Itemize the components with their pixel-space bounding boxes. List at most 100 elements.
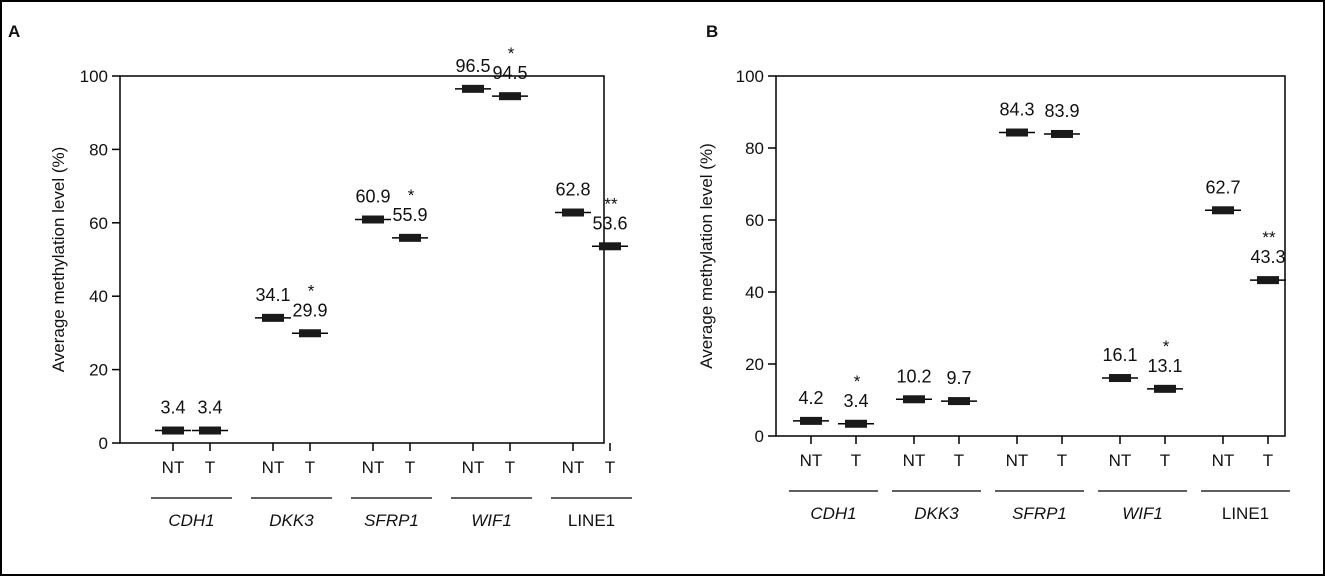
panel-letter: A [8, 22, 20, 41]
box-mark [1212, 206, 1234, 215]
gene-label: LINE1 [568, 511, 615, 530]
significance-marker: * [508, 44, 515, 63]
x-category-label: NT [1006, 451, 1029, 470]
y-tick-label: 80 [745, 139, 764, 158]
panel-a: A 0 20 40 60 80 100 Average methylation level (… [8, 22, 632, 530]
y-tick-label: 100 [736, 67, 764, 86]
x-category-label: NT [562, 458, 585, 477]
box-mark [462, 84, 484, 93]
value-label: 34.1 [255, 285, 290, 305]
y-axis-label: Average methylation level (%) [697, 143, 716, 369]
value-label: 62.7 [1205, 177, 1240, 197]
box-mark [1154, 384, 1176, 393]
y-tick-label: 40 [745, 283, 764, 302]
value-label: 4.2 [798, 388, 823, 408]
x-category-label: NT [162, 458, 185, 477]
gene-label: WIF1 [1122, 504, 1163, 523]
value-label: 3.4 [197, 398, 222, 418]
value-label: 62.8 [555, 180, 590, 200]
x-category-label: T [1057, 451, 1067, 470]
box-mark [948, 397, 970, 406]
box-mark [1109, 374, 1131, 383]
box-mark [845, 419, 867, 428]
box-mark [1006, 128, 1028, 137]
x-category-label: NT [262, 458, 285, 477]
gene-label: CDH1 [810, 504, 856, 523]
x-category-label: NT [800, 451, 823, 470]
box-mark [562, 208, 584, 217]
significance-marker: * [854, 372, 861, 391]
x-category-label: NT [462, 458, 485, 477]
y-tick-label: 0 [99, 434, 108, 453]
y-tick-label: 0 [755, 427, 764, 446]
significance-marker: ** [1262, 228, 1276, 247]
value-label: 43.3 [1250, 247, 1285, 267]
y-tick-label: 80 [89, 140, 108, 159]
y-tick-label: 20 [745, 355, 764, 374]
x-category-label: NT [1212, 451, 1235, 470]
x-category-label: T [505, 458, 515, 477]
value-label: 84.3 [999, 100, 1034, 120]
value-label: 13.1 [1147, 356, 1182, 376]
significance-marker: * [408, 186, 415, 205]
y-axis-label: Average methylation level (%) [49, 147, 68, 373]
significance-marker: ** [604, 194, 618, 213]
gene-label: LINE1 [1222, 504, 1269, 523]
significance-marker: * [1163, 337, 1170, 356]
value-label: 96.5 [455, 56, 490, 76]
box-mark [499, 92, 521, 101]
box-mark [1051, 129, 1073, 138]
x-category-label: T [1160, 451, 1170, 470]
box-mark [199, 426, 221, 435]
value-label: 55.9 [392, 205, 427, 225]
value-label: 29.9 [292, 300, 327, 320]
box-mark [262, 313, 284, 322]
box-mark [903, 395, 925, 404]
gene-label: DKK3 [914, 504, 959, 523]
gene-label: WIF1 [471, 511, 512, 530]
y-tick-label: 60 [89, 214, 108, 233]
plot-area-border [775, 75, 1286, 437]
y-tick-label: 100 [80, 67, 108, 86]
gene-label: DKK3 [269, 511, 314, 530]
box-mark [299, 329, 321, 338]
x-category-label: T [851, 451, 861, 470]
x-category-label: NT [1109, 451, 1132, 470]
y-tick-label: 20 [89, 361, 108, 380]
x-category-label: T [205, 458, 215, 477]
box-mark [399, 233, 421, 242]
value-label: 60.9 [355, 186, 390, 206]
x-category-label: T [954, 451, 964, 470]
significance-marker: * [308, 281, 315, 300]
panel-letter: B [706, 22, 718, 41]
box-mark [1257, 276, 1279, 285]
x-category-label: T [1263, 451, 1273, 470]
value-label: 16.1 [1102, 345, 1137, 365]
x-category-label: NT [903, 451, 926, 470]
x-category-label: T [405, 458, 415, 477]
gene-label: CDH1 [168, 511, 214, 530]
value-label: 9.7 [946, 368, 971, 388]
panel-b: B 0 20 40 60 80 100 Average methylation level (… [697, 22, 1290, 523]
value-label: 94.5 [492, 63, 527, 83]
box-mark [800, 416, 822, 425]
x-category-label: T [305, 458, 315, 477]
box-mark [162, 426, 184, 435]
value-label: 3.4 [843, 391, 868, 411]
value-label: 3.4 [160, 398, 185, 418]
gene-label: SFRP1 [364, 511, 419, 530]
x-category-label: NT [362, 458, 385, 477]
y-tick-label: 40 [89, 287, 108, 306]
value-label: 83.9 [1044, 101, 1079, 121]
box-mark [599, 242, 621, 251]
plot-area-border [119, 75, 605, 444]
y-tick-label: 60 [745, 211, 764, 230]
box-mark [362, 215, 384, 224]
value-label: 53.6 [592, 213, 627, 233]
value-label: 10.2 [896, 366, 931, 386]
gene-label: SFRP1 [1012, 504, 1067, 523]
x-category-label: T [605, 458, 615, 477]
